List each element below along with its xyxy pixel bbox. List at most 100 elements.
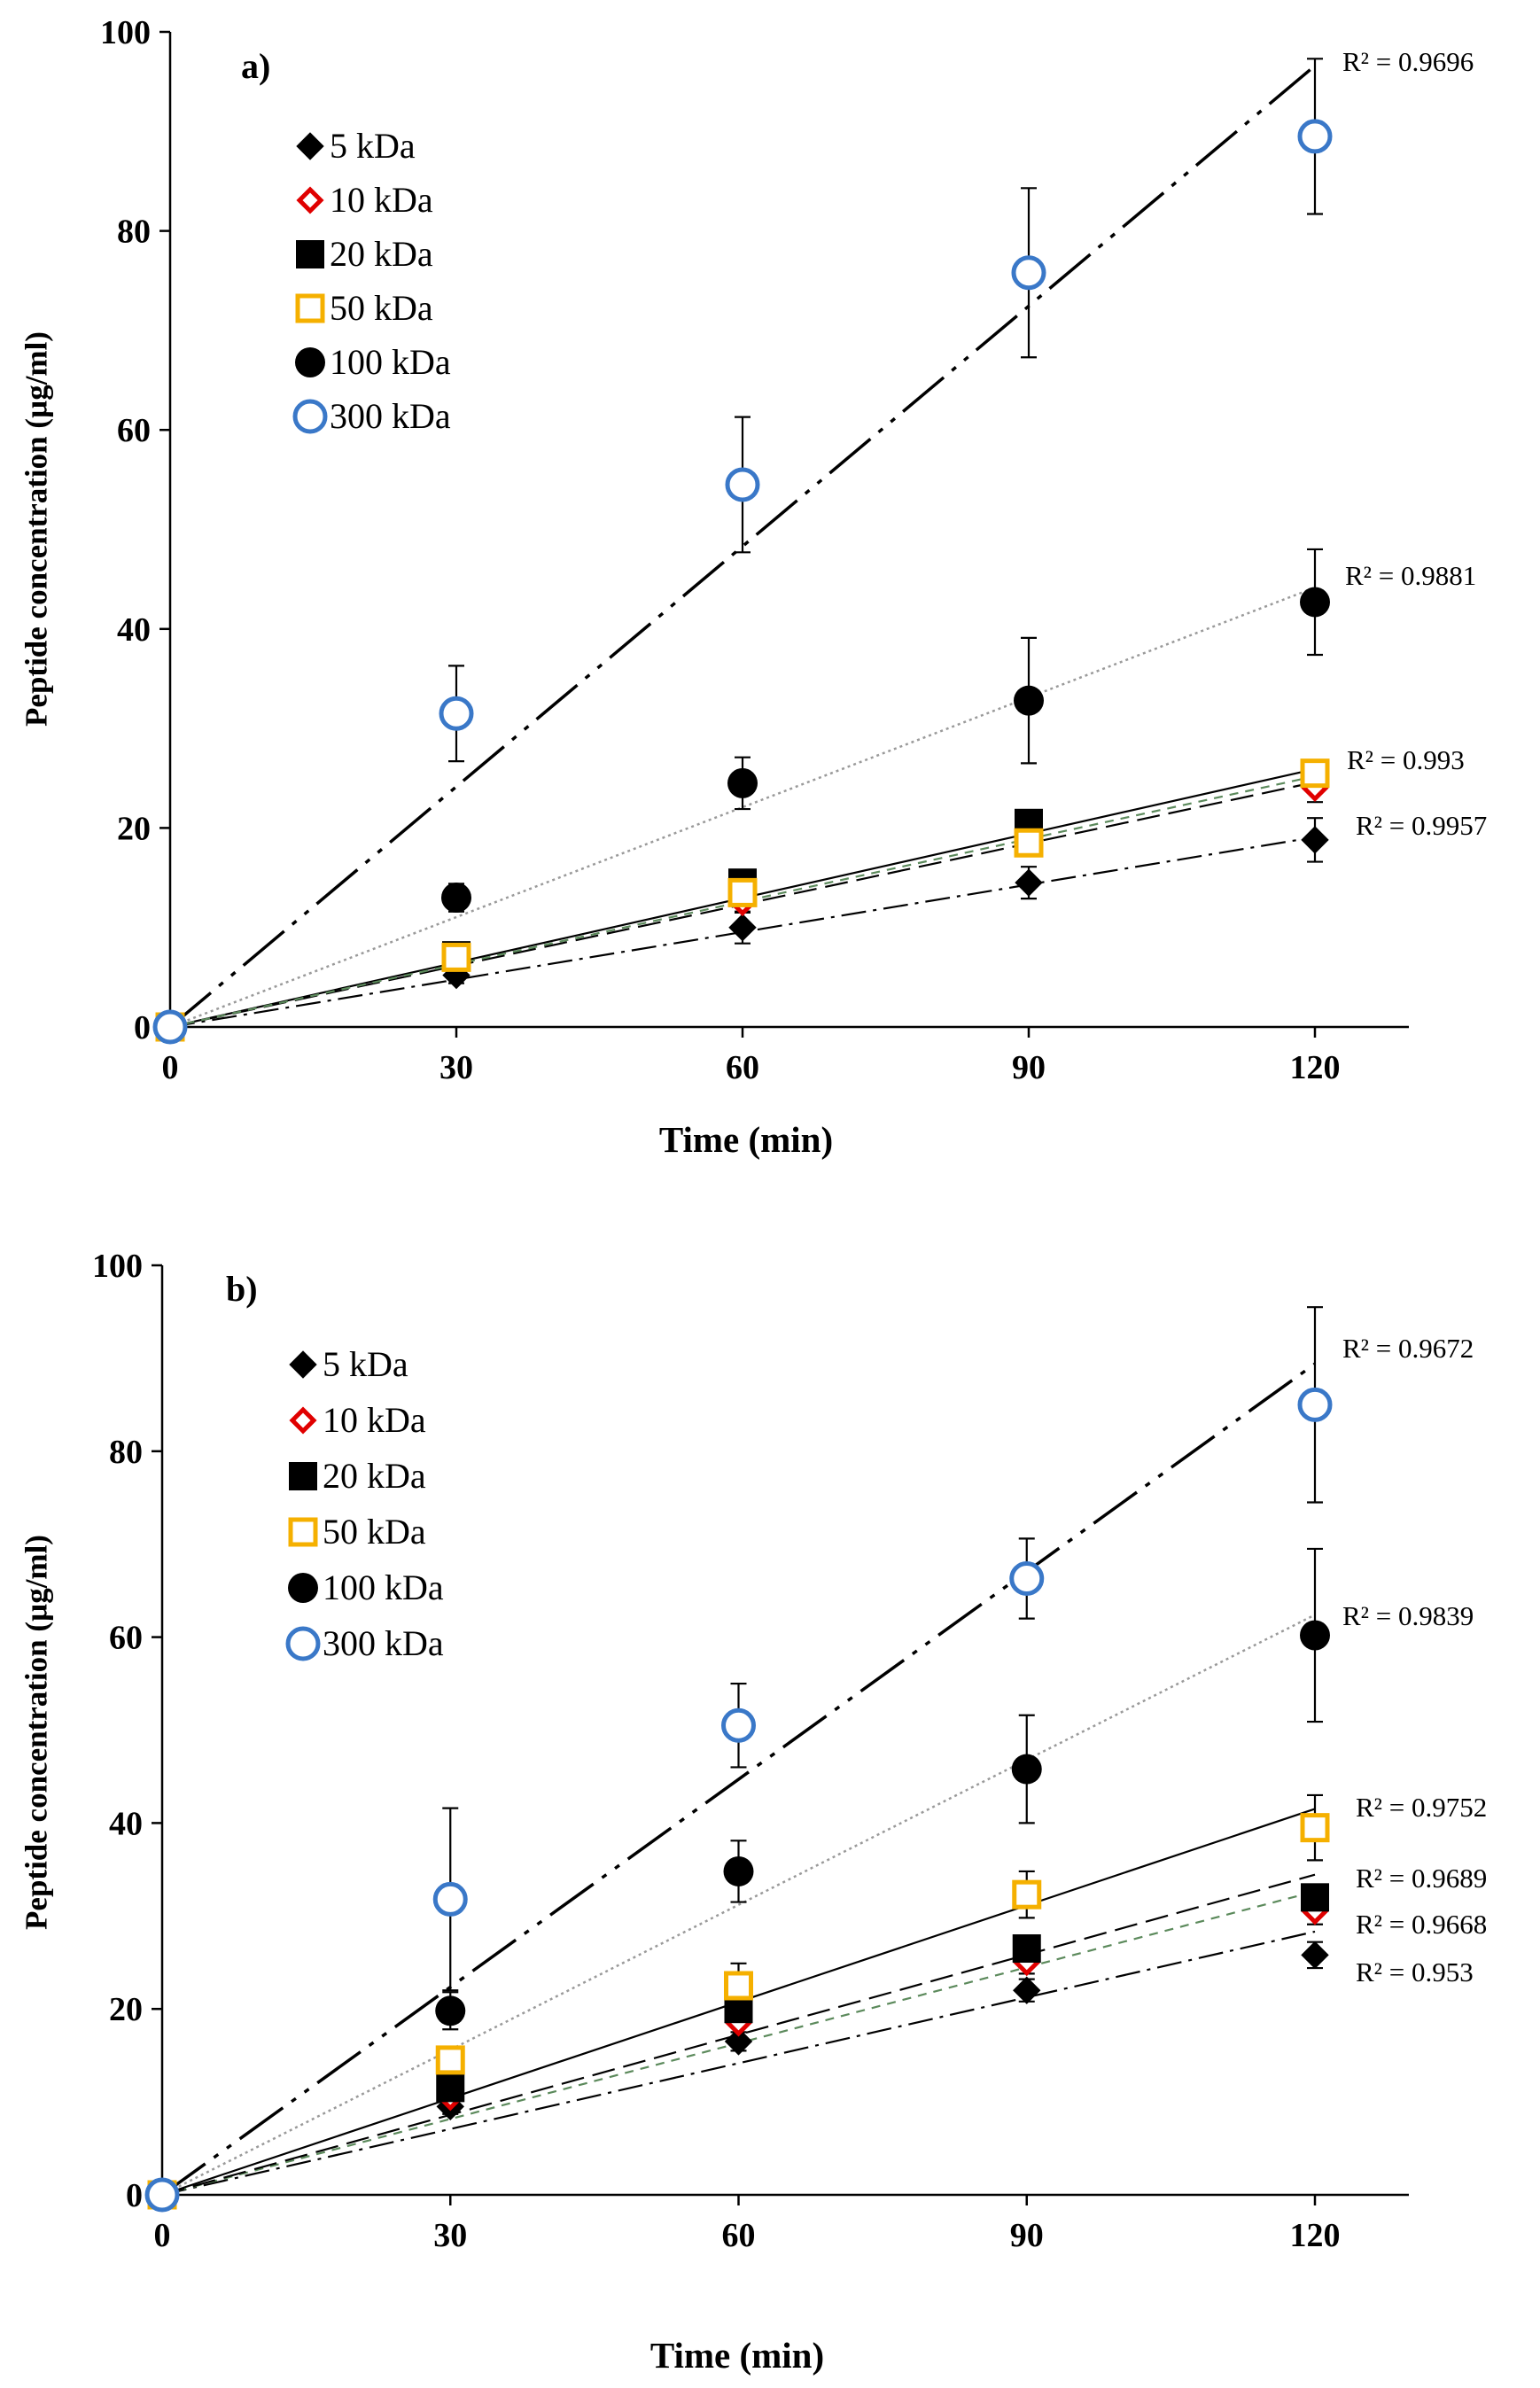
point-50-kda bbox=[435, 2045, 465, 2075]
point-100-kda bbox=[435, 1995, 466, 2026]
point-300-kda bbox=[1009, 1561, 1045, 1597]
x-tick-label: 30 bbox=[439, 1049, 473, 1086]
legend-marker-300-kda bbox=[292, 399, 328, 434]
point-50-kda bbox=[1012, 1879, 1042, 1910]
r2-label: R² = 0.9668 bbox=[1356, 1909, 1487, 1940]
legend-marker-5-kda bbox=[289, 1350, 317, 1379]
r2-label: R² = 0.9957 bbox=[1356, 810, 1487, 841]
x-tick-label: 0 bbox=[154, 2217, 171, 2254]
x-tick-label: 120 bbox=[1290, 1049, 1341, 1086]
y-axis-label: Peptide concentration (µg/ml) bbox=[19, 1535, 53, 1930]
x-axis-label: Time (min) bbox=[659, 1119, 833, 1160]
y-tick-label: 20 bbox=[117, 810, 151, 847]
legend: 5 kDa 10 kDa 20 kDa 50 kDa 100 kDa 300 kDa bbox=[292, 126, 451, 436]
point-100-kda bbox=[441, 883, 471, 914]
y-tick-label: 100 bbox=[92, 1248, 143, 1285]
point-300-kda bbox=[439, 696, 474, 731]
y-tick-label: 60 bbox=[117, 412, 151, 449]
r2-label: R² = 0.9689 bbox=[1356, 1863, 1487, 1894]
point-5-kda bbox=[1013, 1976, 1041, 2004]
legend-entry: 100 kDa bbox=[330, 342, 451, 382]
x-tick-label: 120 bbox=[1290, 2217, 1341, 2254]
y-tick-label: 40 bbox=[117, 611, 151, 649]
point-100-kda bbox=[1014, 685, 1044, 716]
trendline-300-kda bbox=[160, 1362, 1317, 2197]
trendline-5-kda bbox=[161, 1930, 1316, 2197]
point-20-kda bbox=[1301, 1883, 1329, 1912]
point-20-kda bbox=[1012, 1934, 1041, 1964]
point-5-kda bbox=[1301, 1941, 1329, 1970]
legend-marker-100-kda bbox=[295, 347, 325, 377]
point-300-kda bbox=[721, 1707, 756, 1743]
y-tick-label: 20 bbox=[109, 1991, 143, 2028]
point-50-kda bbox=[441, 942, 471, 972]
r2-label: R² = 0.9672 bbox=[1342, 1333, 1474, 1364]
point-20-kda bbox=[436, 2073, 465, 2103]
legend-entry: 20 kDa bbox=[330, 234, 433, 274]
point-300-kda bbox=[144, 2177, 180, 2213]
point-300-kda bbox=[1011, 255, 1046, 291]
legend-entry: 100 kDa bbox=[323, 1567, 444, 1607]
r2-label: R² = 0.9752 bbox=[1356, 1792, 1487, 1823]
legend-entry: 5 kDa bbox=[330, 126, 416, 166]
point-5-kda bbox=[728, 913, 757, 942]
point-100-kda bbox=[1300, 1620, 1330, 1651]
point-300-kda bbox=[152, 1009, 188, 1045]
point-100-kda bbox=[1011, 1754, 1042, 1785]
y-tick-label: 80 bbox=[109, 1434, 143, 1471]
y-tick-label: 40 bbox=[109, 1805, 143, 1842]
legend-entry: 300 kDa bbox=[323, 1623, 444, 1663]
trendline-100-kda bbox=[161, 1614, 1316, 2197]
y-axis-label: Peptide concentration (µg/ml) bbox=[19, 331, 53, 727]
x-tick-label: 60 bbox=[726, 1049, 759, 1086]
point-5-kda bbox=[724, 2027, 753, 2056]
point-100-kda bbox=[1300, 587, 1330, 618]
point-50-kda bbox=[724, 1971, 753, 2001]
x-tick-label: 0 bbox=[162, 1049, 179, 1086]
point-300-kda bbox=[432, 1881, 468, 1917]
legend-marker-20-kda bbox=[296, 240, 324, 268]
trendline-20-kda bbox=[161, 1873, 1316, 2197]
trendline-50-kda bbox=[169, 774, 1316, 1029]
x-tick-label: 90 bbox=[1012, 1049, 1046, 1086]
r2-label: R² = 0.9696 bbox=[1342, 46, 1474, 77]
legend-entry: 20 kDa bbox=[323, 1456, 426, 1496]
legend-marker-10-kda bbox=[289, 1406, 317, 1435]
legend-marker-50-kda bbox=[288, 1517, 318, 1547]
point-50-kda bbox=[1300, 758, 1330, 789]
r2-label: R² = 0.953 bbox=[1356, 1956, 1474, 1987]
legend-entry: 5 kDa bbox=[323, 1344, 408, 1384]
legend-marker-100-kda bbox=[288, 1573, 318, 1603]
point-300-kda bbox=[1297, 119, 1333, 154]
legend-entry: 10 kDa bbox=[323, 1400, 426, 1440]
point-5-kda bbox=[1015, 868, 1043, 897]
legend-marker-20-kda bbox=[289, 1462, 317, 1490]
legend-entry: 10 kDa bbox=[330, 180, 433, 220]
point-50-kda bbox=[1014, 828, 1044, 858]
point-100-kda bbox=[723, 1855, 754, 1886]
point-100-kda bbox=[727, 767, 758, 798]
x-tick-label: 30 bbox=[433, 2217, 467, 2254]
point-50-kda bbox=[727, 877, 758, 907]
r2-label: R² = 0.993 bbox=[1347, 744, 1465, 775]
legend-entry: 300 kDa bbox=[330, 396, 451, 436]
legend-entry: 50 kDa bbox=[323, 1512, 426, 1552]
trendline-5-kda bbox=[169, 836, 1316, 1029]
y-tick-label: 80 bbox=[117, 214, 151, 251]
legend: 5 kDa 10 kDa 20 kDa 50 kDa 100 kDa 300 kDa bbox=[285, 1344, 444, 1663]
chart-panel-b: 0 20 40 60 80 100 0 30 60 90 120 Time (min) Peptide … bbox=[19, 1248, 1487, 2376]
y-tick-label: 0 bbox=[134, 1009, 151, 1046]
r2-label: R² = 0.9881 bbox=[1345, 560, 1476, 591]
legend-marker-50-kda bbox=[295, 293, 325, 323]
legend-marker-5-kda bbox=[296, 132, 324, 160]
trendline-300-kda bbox=[168, 64, 1317, 1029]
panel-label: b) bbox=[226, 1269, 258, 1309]
y-tick-label: 100 bbox=[100, 14, 151, 51]
panel-label: a) bbox=[241, 46, 270, 86]
r2-label: R² = 0.9839 bbox=[1342, 1600, 1474, 1631]
y-tick-label: 0 bbox=[126, 2177, 143, 2214]
point-5-kda bbox=[1301, 826, 1329, 854]
point-50-kda bbox=[1300, 1813, 1330, 1843]
point-300-kda bbox=[725, 467, 760, 502]
